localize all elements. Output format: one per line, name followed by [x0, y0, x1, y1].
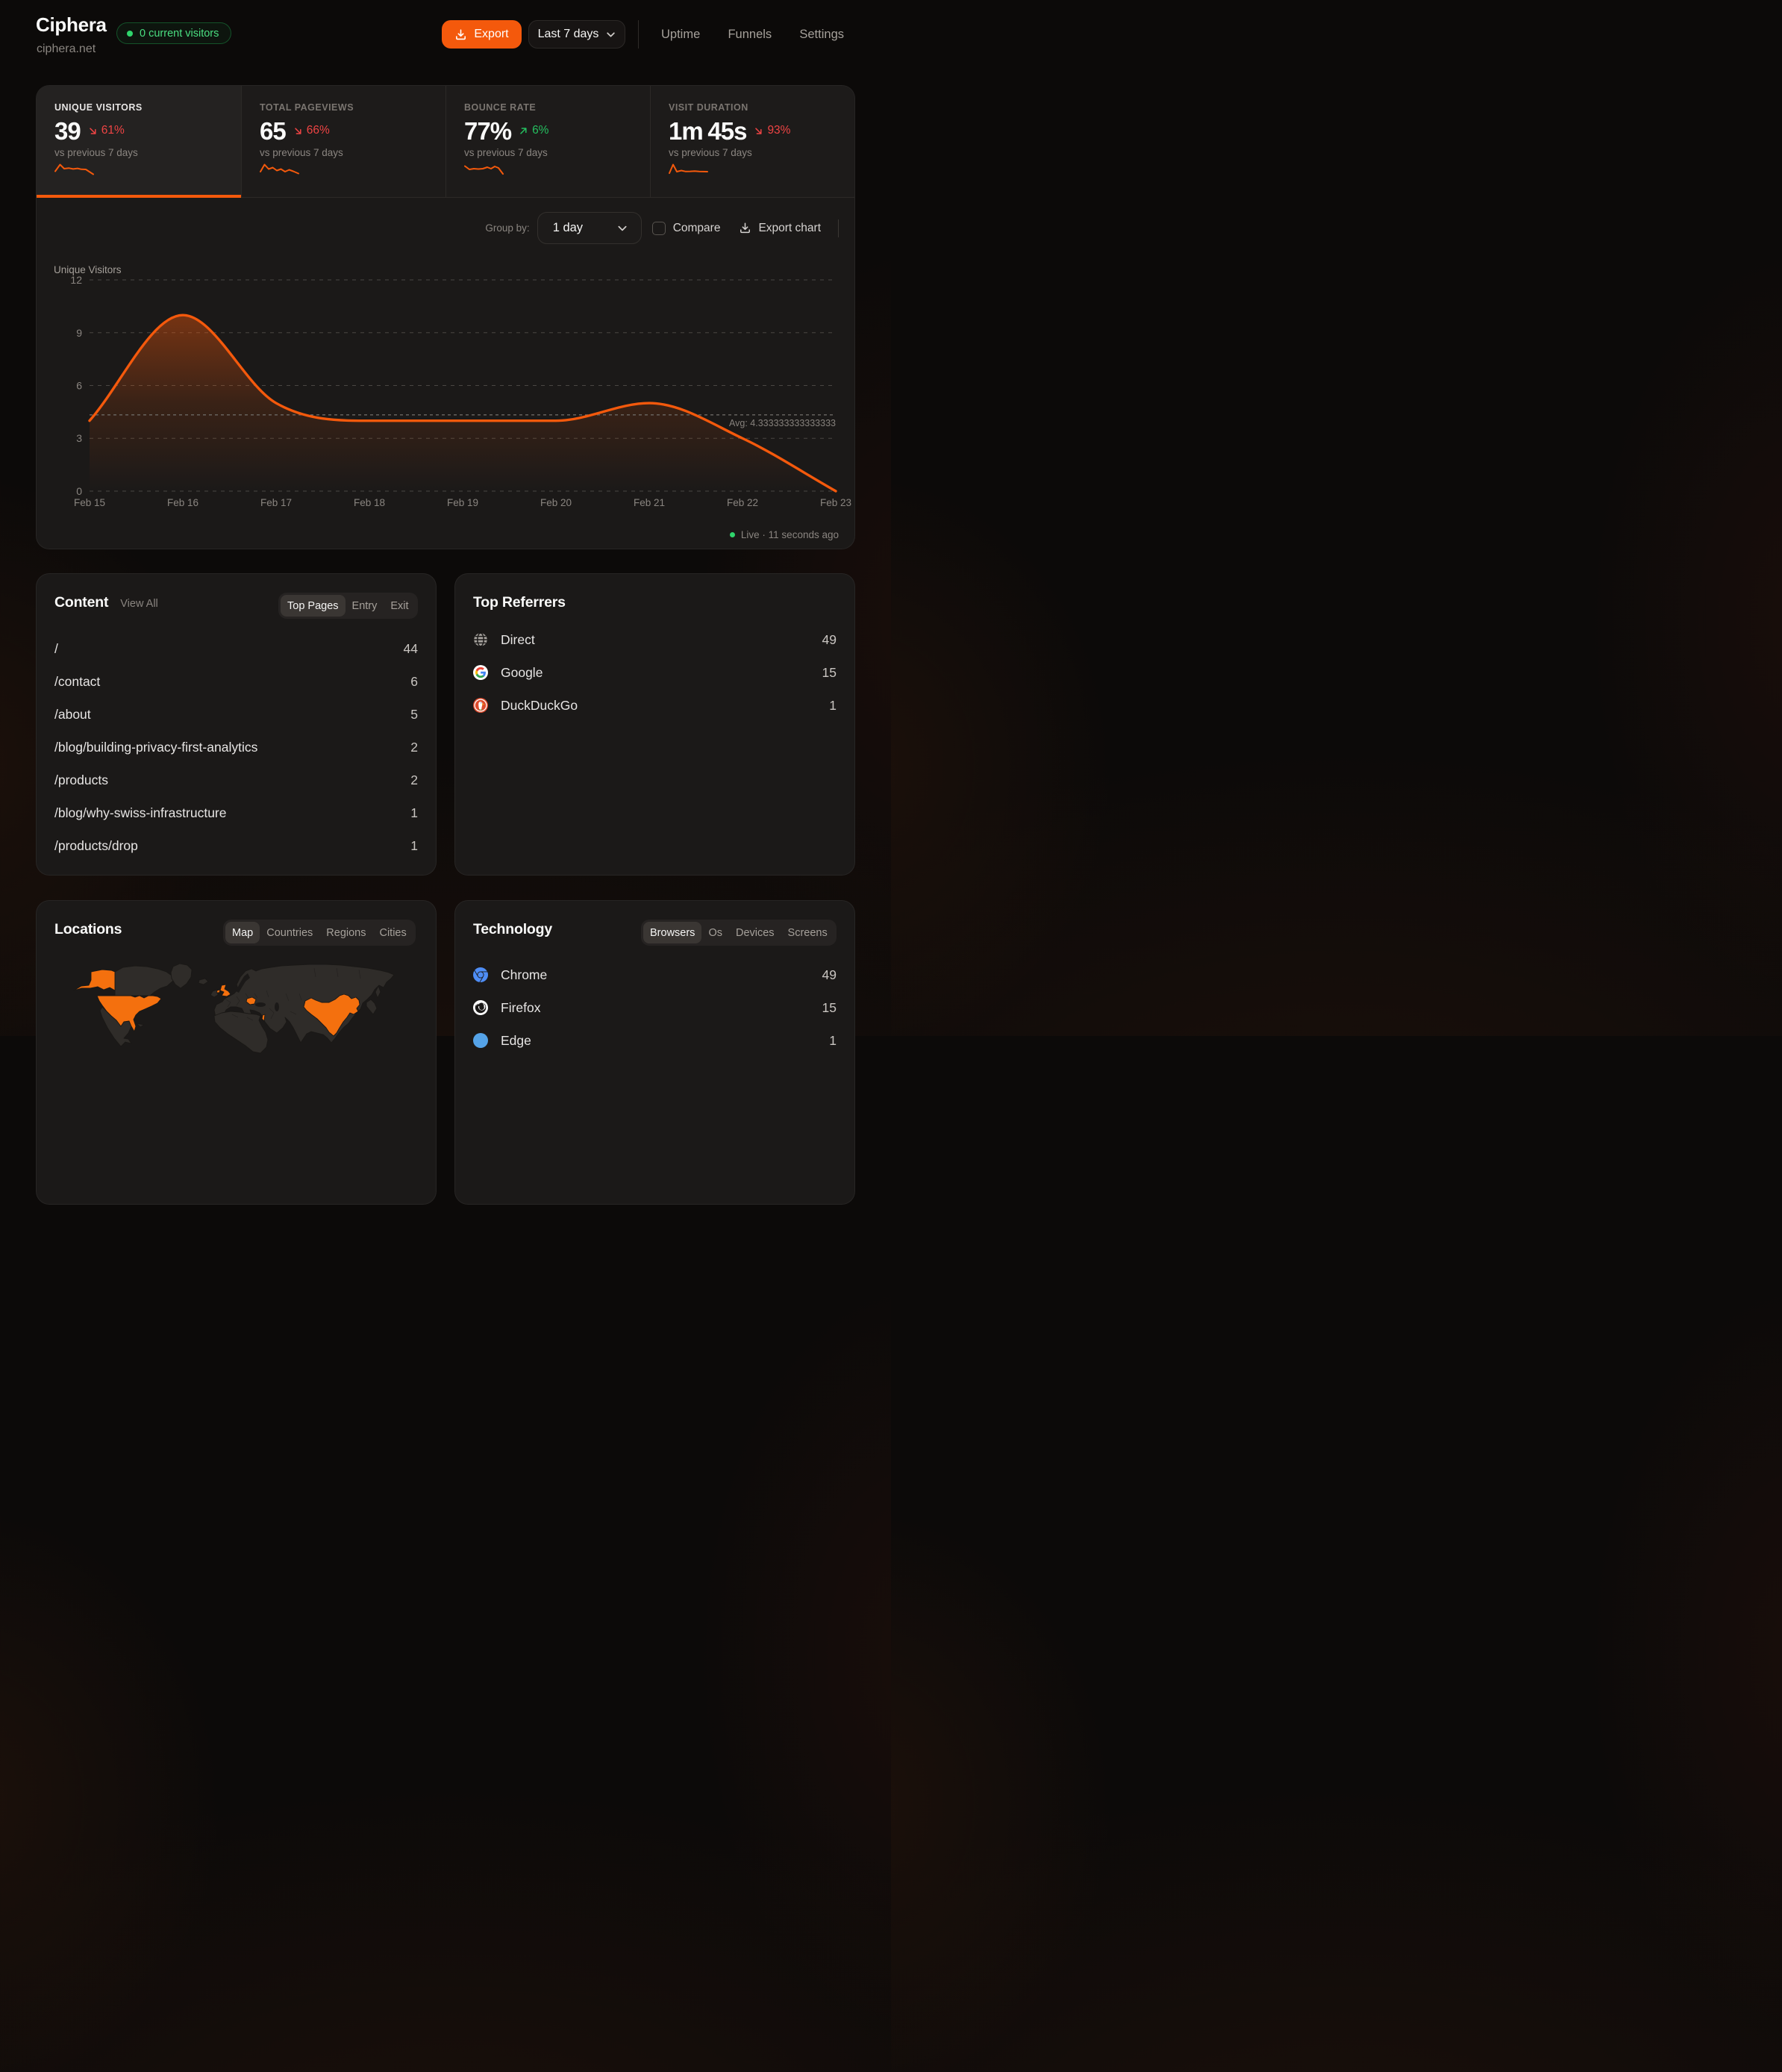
svg-text:Feb 15: Feb 15 [74, 497, 105, 508]
svg-text:Feb 20: Feb 20 [540, 497, 572, 508]
svg-text:Feb 17: Feb 17 [260, 497, 292, 508]
svg-text:12: 12 [70, 274, 82, 286]
svg-text:Unique Visitors: Unique Visitors [54, 264, 122, 275]
svg-text:Feb 18: Feb 18 [354, 497, 385, 508]
svg-text:Feb 22: Feb 22 [727, 497, 758, 508]
svg-text:Avg: 4.333333333333333: Avg: 4.333333333333333 [729, 418, 836, 428]
svg-text:Feb 19: Feb 19 [447, 497, 478, 508]
svg-text:Feb 16: Feb 16 [167, 497, 198, 508]
svg-text:Feb 21: Feb 21 [634, 497, 665, 508]
svg-text:Feb 23: Feb 23 [820, 497, 851, 508]
svg-text:0: 0 [76, 485, 82, 497]
svg-text:6: 6 [76, 380, 82, 392]
svg-text:9: 9 [76, 327, 82, 339]
svg-text:3: 3 [76, 432, 82, 444]
